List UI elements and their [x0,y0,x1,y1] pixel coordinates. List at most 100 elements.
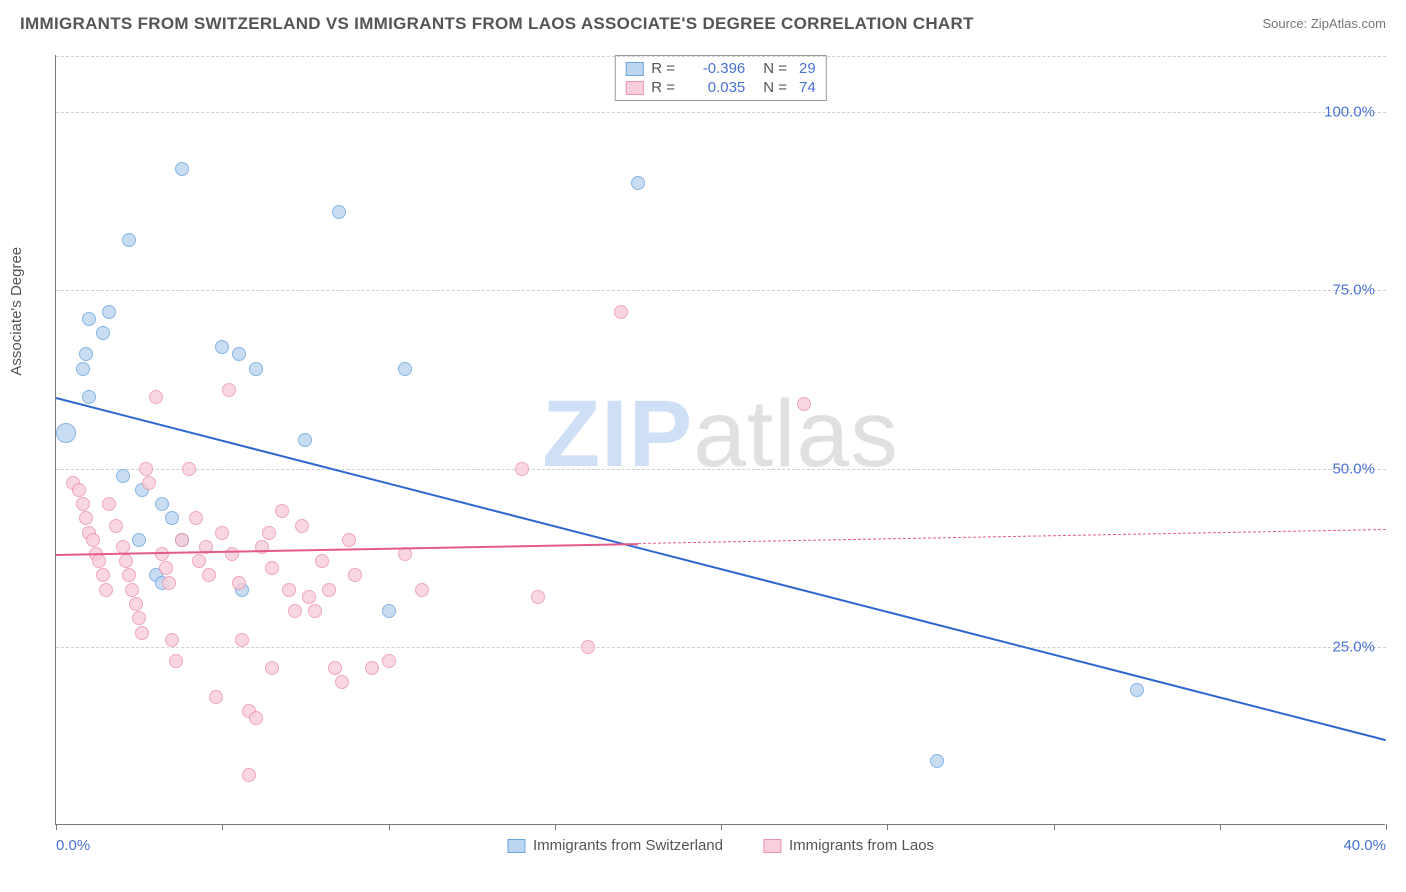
data-point [142,476,156,490]
x-tick [721,824,722,830]
data-point [282,583,296,597]
watermark: ZIPatlas [542,380,898,489]
data-point [295,519,309,533]
n-value: 29 [799,60,816,77]
legend-swatch [507,839,525,853]
data-point [109,519,123,533]
x-tick [389,824,390,830]
data-point [315,554,329,568]
trend-line-extrapolated [638,529,1386,544]
data-point [96,568,110,582]
data-point [222,383,236,397]
data-point [56,423,76,443]
legend-swatch [625,62,643,76]
gridline [56,647,1386,648]
data-point [415,583,429,597]
data-point [232,347,246,361]
data-point [165,633,179,647]
data-point [96,326,110,340]
data-point [125,583,139,597]
data-point [202,568,216,582]
r-label: R = [651,79,679,96]
data-point [232,576,246,590]
data-point [122,568,136,582]
data-point [215,526,229,540]
x-tick [1386,824,1387,830]
data-point [169,654,183,668]
data-point [175,533,189,547]
x-tick [1220,824,1221,830]
data-point [225,547,239,561]
legend-swatch [625,81,643,95]
data-point [92,554,106,568]
data-point [265,661,279,675]
data-point [132,533,146,547]
legend-item: Immigrants from Laos [763,837,934,854]
gridline [56,469,1386,470]
data-point [288,604,302,618]
data-point [398,362,412,376]
data-point [302,590,316,604]
data-point [139,462,153,476]
data-point [76,362,90,376]
data-point [308,604,322,618]
y-tick-label: 75.0% [1332,282,1375,299]
data-point [249,711,263,725]
r-label: R = [651,60,679,77]
legend-swatch [763,839,781,853]
data-point [79,347,93,361]
y-tick-label: 100.0% [1324,104,1375,121]
data-point [135,626,149,640]
data-point [99,583,113,597]
data-point [262,526,276,540]
data-point [581,640,595,654]
data-point [155,497,169,511]
n-value: 74 [799,79,816,96]
data-point [215,340,229,354]
data-point [79,511,93,525]
r-value: 0.035 [687,79,745,96]
x-tick-label: 0.0% [56,837,90,854]
data-point [797,397,811,411]
data-point [82,390,96,404]
x-tick [887,824,888,830]
legend-label: Immigrants from Switzerland [533,837,723,854]
data-point [76,497,90,511]
data-point [382,604,396,618]
n-label: N = [763,60,787,77]
data-point [298,433,312,447]
data-point [175,162,189,176]
correlation-legend: R =-0.396N =29R =0.035N =74 [614,55,826,101]
data-point [132,611,146,625]
data-point [342,533,356,547]
x-tick-label: 40.0% [1343,837,1386,854]
data-point [631,176,645,190]
legend-item: Immigrants from Switzerland [507,837,723,854]
data-point [382,654,396,668]
data-point [86,533,100,547]
legend-row: R =0.035N =74 [625,78,815,97]
x-tick [1054,824,1055,830]
series-legend: Immigrants from Switzerland Immigrants fr… [507,837,934,854]
data-point [165,511,179,525]
y-tick-label: 25.0% [1332,638,1375,655]
data-point [249,362,263,376]
trend-line [56,397,1386,741]
data-point [102,497,116,511]
data-point [614,305,628,319]
data-point [149,390,163,404]
data-point [322,583,336,597]
gridline [56,112,1386,113]
data-point [116,469,130,483]
data-point [275,504,289,518]
data-point [129,597,143,611]
plot-area: ZIPatlas R =-0.396N =29R =0.035N =74 Imm… [55,55,1385,825]
data-point [515,462,529,476]
data-point [348,568,362,582]
y-tick-label: 50.0% [1332,460,1375,477]
source-label: Source: ZipAtlas.com [1262,16,1386,31]
r-value: -0.396 [687,60,745,77]
watermark-part1: ZIP [542,381,693,487]
data-point [335,675,349,689]
data-point [332,205,346,219]
